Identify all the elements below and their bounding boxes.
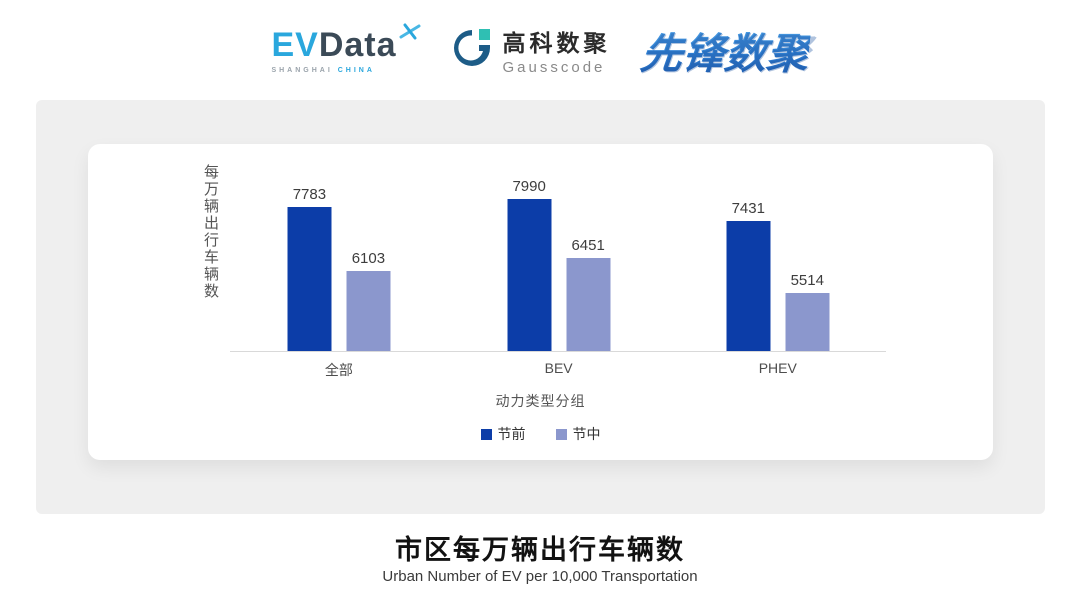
legend-swatch-icon (480, 428, 492, 440)
x-axis-categories: 全部 BEV PHEV (230, 360, 886, 380)
evdata-logo-data-text: Data (318, 26, 397, 64)
legend-swatch-icon (555, 428, 567, 440)
bar-value-label: 7431 (731, 200, 765, 217)
legend-label: 节前 (497, 426, 526, 442)
bar-group: 7783 6103 (287, 186, 391, 351)
bar (726, 221, 771, 351)
evdata-shanghai-text: SHANGHAI (271, 67, 333, 74)
bar-value-label: 7783 (292, 186, 327, 203)
evdata-china-text: CHINA (337, 67, 375, 74)
bar (507, 199, 552, 351)
bar-value-label: 7990 (512, 178, 546, 195)
category-label: BEV (544, 360, 573, 376)
bar-group: 7990 6451 (507, 178, 611, 351)
legend-item: 节前 (480, 424, 526, 444)
evdata-logo: EV Data SHANGHAI CHINA (271, 23, 421, 74)
y-axis-label: 每万辆出行车辆数 (202, 164, 219, 300)
page-subtitle: Urban Number of EV per 10,000 Transporta… (382, 568, 698, 585)
evdata-star-icon (399, 22, 421, 47)
xianfeng-logo: 先锋数聚 (637, 20, 811, 81)
x-axis-label: 动力类型分组 (495, 393, 586, 409)
legend-item: 节中 (555, 424, 601, 444)
chart-card: 每万辆出行车辆数 7783 6103 7990 6451 7431 5514 全部 BEV P… (88, 144, 993, 460)
legend-label: 节中 (572, 426, 601, 442)
gausscode-logo: 高科数聚 Gausscode (449, 24, 611, 76)
gausscode-name-en: Gausscode (502, 59, 606, 76)
bar (287, 207, 332, 351)
evdata-logo-ev-text: EV (271, 26, 319, 64)
gausscode-name-cn: 高科数聚 (502, 30, 611, 56)
category-label: 全部 (324, 362, 353, 378)
gausscode-logo-icon (449, 25, 495, 76)
bar-value-label: 6103 (351, 250, 386, 267)
bar (346, 271, 391, 351)
page-title: 市区每万辆出行车辆数 (395, 535, 685, 565)
logo-header: EV Data SHANGHAI CHINA (0, 0, 1080, 100)
bar (785, 293, 830, 351)
category-label: PHEV (758, 360, 797, 376)
bar-value-label: 6451 (571, 237, 605, 254)
chart-legend: 节前 节中 (88, 424, 993, 444)
bar-value-label: 5514 (790, 272, 824, 289)
plot-area: 7783 6103 7990 6451 7431 5514 (230, 144, 886, 352)
evdata-logo-subtext: SHANGHAI CHINA (271, 67, 374, 74)
bar (566, 258, 611, 351)
bar-group: 7431 5514 (726, 200, 830, 351)
